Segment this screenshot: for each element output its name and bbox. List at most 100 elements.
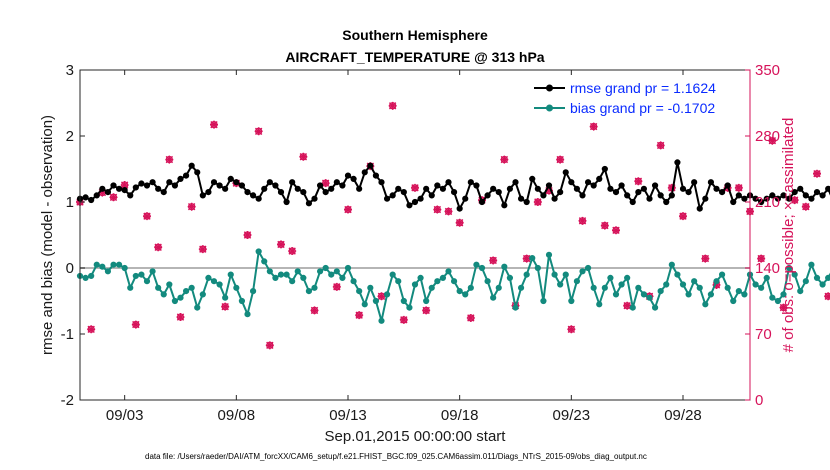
bias-point [289, 278, 296, 285]
obs-assimilated-point [143, 212, 151, 221]
obs-assimilated-point [299, 152, 308, 161]
bias-point [607, 274, 614, 281]
rmse-point [411, 198, 419, 206]
rmse-point [557, 189, 564, 196]
bias-point [316, 268, 324, 275]
bias-point [529, 255, 536, 262]
rmse-point [445, 179, 452, 186]
bias-point [249, 288, 257, 295]
bias-point [110, 261, 117, 268]
bias-point [590, 284, 597, 291]
rmse-point [127, 192, 134, 199]
y-axis-left: -2 -1 0 1 2 3 [61, 62, 85, 409]
obs-assimilated-point [176, 313, 185, 322]
rmse-point [791, 189, 798, 196]
rmse-point [283, 198, 290, 206]
obs-assimilated-point [98, 188, 107, 197]
obs-assimilated-point [288, 247, 297, 256]
bias-point [534, 264, 541, 272]
rmse-point [506, 185, 514, 192]
rmse-point [132, 184, 139, 191]
bias-point [411, 281, 419, 288]
rmse-point [383, 195, 391, 202]
rmse-point [629, 198, 636, 206]
rmse-point [730, 198, 737, 206]
bias-point [395, 278, 402, 285]
bias-point [769, 294, 776, 301]
rmse-point [456, 205, 463, 212]
rmse-point [802, 192, 809, 199]
rmse-point [115, 185, 123, 192]
rmse-point [758, 198, 765, 206]
bias-point [785, 264, 793, 272]
bias-point [797, 288, 804, 295]
rmse-point [707, 179, 715, 186]
rmse-point [685, 189, 692, 196]
bias-point [328, 271, 335, 278]
rmse-point [618, 182, 625, 189]
rmse-point [495, 189, 502, 196]
bias-point [512, 304, 519, 311]
obs-assimilated-point [433, 205, 442, 214]
bias-point [300, 274, 307, 281]
bias-point [121, 264, 128, 272]
bias-point [400, 297, 407, 305]
rmse-point [579, 192, 586, 199]
bias-point [495, 284, 502, 291]
bias-point [752, 281, 759, 288]
y-tick-label: 3 [66, 62, 74, 79]
bias-point [562, 271, 569, 278]
legend-label-bias: bias grand pr = -0.1702 [570, 100, 715, 116]
rmse-point [277, 189, 285, 196]
bias-point [210, 278, 218, 285]
rmse-point [512, 179, 519, 186]
bias-point [277, 271, 285, 278]
rmse-point [222, 185, 229, 192]
obs-assimilated-point [801, 202, 810, 211]
obs-assimilated-point [277, 240, 285, 249]
obs-assimilated-point [779, 303, 788, 312]
obs-assimilated-point [556, 155, 565, 164]
obs-assimilated-point [768, 136, 777, 145]
chart-subtitle: AIRCRAFT_TEMPERATURE @ 313 hPa [285, 49, 544, 65]
bias-point [601, 284, 608, 291]
y-axis-right: 0 70 140 210 280 350 [745, 62, 780, 409]
bias-point [356, 288, 363, 295]
rmse-point [573, 185, 581, 192]
rmse-point [266, 179, 273, 186]
rmse-point [601, 165, 608, 173]
rmse-point [596, 175, 603, 182]
rmse-point [450, 189, 458, 196]
rmse-point [205, 189, 212, 196]
rmse-point [774, 195, 782, 202]
rmse-point [249, 192, 257, 199]
obs-assimilated-point [790, 196, 799, 205]
rmse-point [350, 175, 357, 182]
obs-assimilated-point [310, 306, 319, 315]
rmse-point [389, 192, 396, 199]
rmse-point [300, 189, 307, 196]
rmse-point [702, 195, 709, 202]
rmse-point [372, 172, 380, 179]
rmse-point [400, 189, 407, 196]
bias-point [584, 264, 592, 272]
obs-assimilated-point [466, 313, 475, 322]
bias-point [780, 291, 787, 298]
obs-assimilated-point [500, 155, 509, 164]
bias-point [825, 274, 830, 281]
bias-point [551, 271, 558, 278]
bias-point [763, 274, 770, 281]
obs-assimilated-point [422, 306, 431, 315]
rmse-point [679, 185, 687, 192]
bias-point [679, 281, 687, 288]
bias-point [478, 264, 486, 272]
rmse-point [691, 179, 698, 186]
bias-point [389, 271, 396, 278]
obs-assimilated-point [522, 254, 531, 263]
obs-assimilated-point [600, 221, 609, 230]
rmse-point [735, 192, 742, 199]
bias-point [657, 288, 664, 295]
rmse-point [166, 179, 173, 186]
bias-point [344, 264, 352, 272]
